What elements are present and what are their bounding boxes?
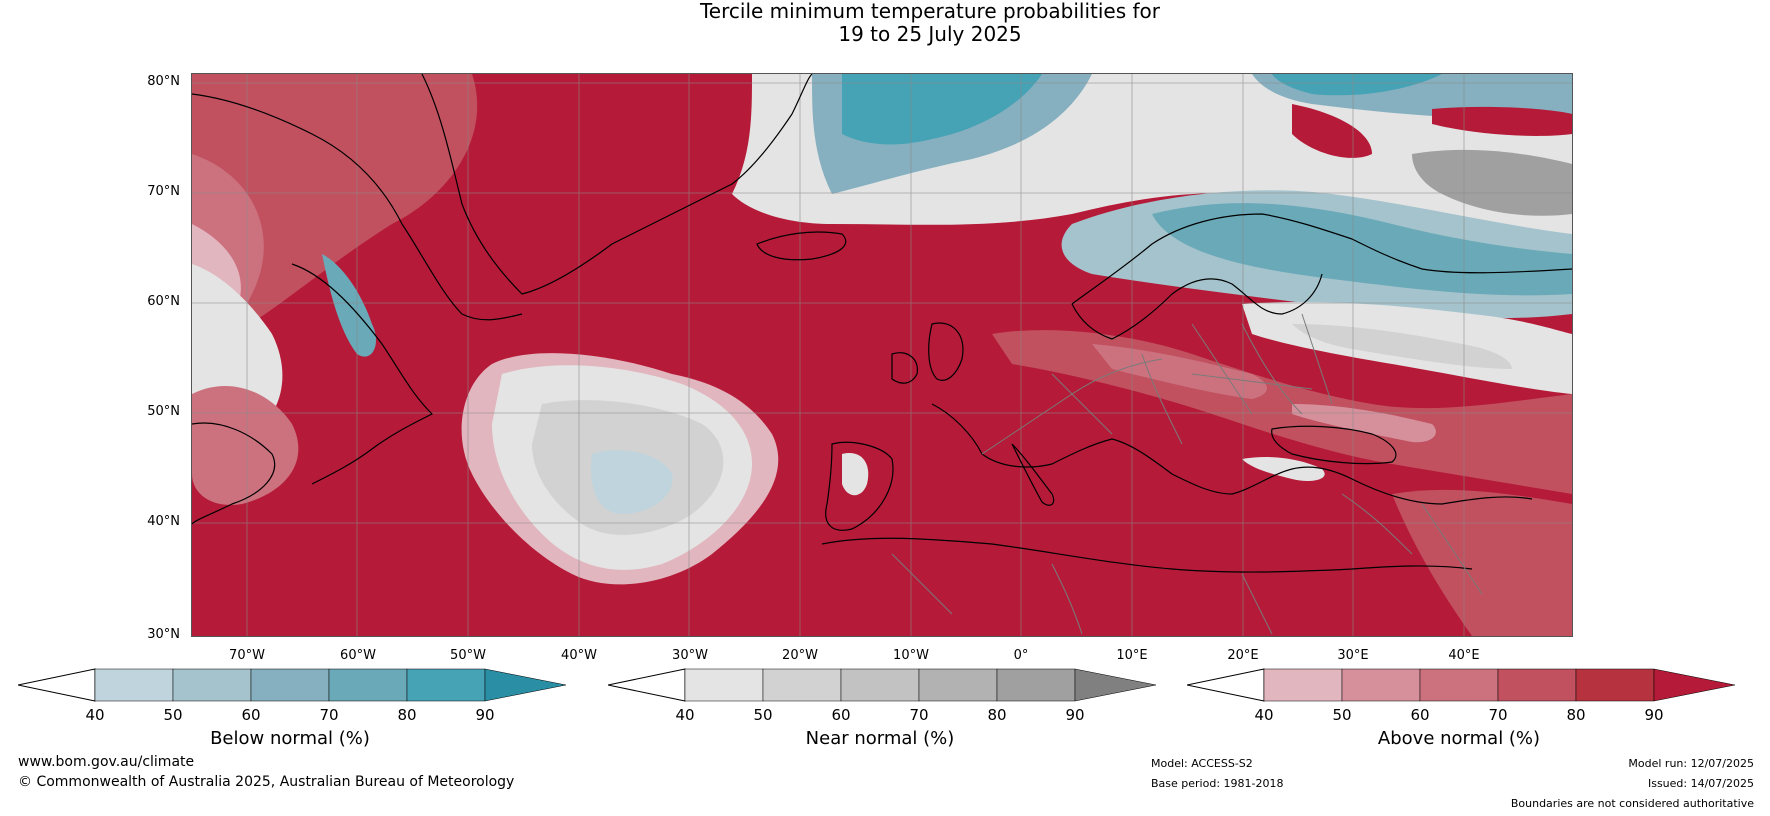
footer-model-run: Model run: 12/07/2025: [1628, 757, 1754, 770]
graticule: [192, 74, 1572, 636]
title-line-1: Tercile minimum temperature probabilitie…: [699, 0, 1161, 23]
lon-label-40w: 40°W: [561, 648, 597, 663]
footer-url: www.bom.gov.au/climate: [18, 754, 195, 770]
map-title: Tercile minimum temperature probabilitie…: [0, 0, 1770, 46]
lon-label-50w: 50°W: [450, 648, 486, 663]
colorbar-above-normal: 40 50 60 70 80 90 Above normal (%): [1187, 668, 1737, 768]
above-tick-50: 50: [1332, 706, 1352, 724]
probability-map: [191, 73, 1573, 637]
below-tick-50: 50: [163, 706, 183, 724]
near-normal-title: Near normal (%): [805, 728, 955, 749]
above-tick-80: 80: [1566, 706, 1586, 724]
lat-label-40n: 40°N: [147, 514, 180, 529]
footer-model: Model: ACCESS-S2: [1151, 757, 1253, 770]
lat-label-70n: 70°N: [147, 184, 180, 199]
lon-label-0: 0°: [1013, 648, 1029, 663]
above-tick-90: 90: [1644, 706, 1664, 724]
below-tick-70: 70: [319, 706, 339, 724]
below-tick-40: 40: [85, 706, 105, 724]
above-tick-40: 40: [1254, 706, 1274, 724]
near-tick-90: 90: [1065, 706, 1085, 724]
coastlines: [192, 74, 1572, 573]
lon-label-10e: 10°E: [1116, 648, 1148, 663]
colorbar-near-normal: 40 50 60 70 80 90 Near normal (%): [608, 668, 1158, 768]
colorbar-below-swatches: [18, 668, 567, 702]
colorbar-above-swatches: [1187, 668, 1736, 702]
above-tick-60: 60: [1410, 706, 1430, 724]
near-tick-80: 80: [987, 706, 1007, 724]
near-tick-50: 50: [753, 706, 773, 724]
lon-label-30e: 30°E: [1337, 648, 1369, 663]
below-tick-90: 90: [475, 706, 495, 724]
footer-base-period: Base period: 1981-2018: [1151, 777, 1284, 790]
near-tick-60: 60: [831, 706, 851, 724]
lon-label-10w: 10°W: [893, 648, 929, 663]
map-canvas: [192, 74, 1572, 636]
title-line-2: 19 to 25 July 2025: [838, 22, 1022, 46]
below-tick-80: 80: [397, 706, 417, 724]
footer-copyright: © Commonwealth of Australia 2025, Austra…: [18, 774, 515, 790]
lat-label-50n: 50°N: [147, 404, 180, 419]
footer-disclaimer: Boundaries are not considered authoritat…: [1510, 797, 1754, 810]
lat-label-60n: 60°N: [147, 294, 180, 309]
colorbar-below-normal: 40 50 60 70 80 90 Below normal (%): [18, 668, 568, 768]
near-tick-40: 40: [675, 706, 695, 724]
lon-label-60w: 60°W: [340, 648, 376, 663]
below-tick-60: 60: [241, 706, 261, 724]
near-tick-70: 70: [909, 706, 929, 724]
lon-label-70w: 70°W: [229, 648, 265, 663]
colorbar-near-swatches: [608, 668, 1157, 702]
lat-label-30n: 30°N: [147, 627, 180, 642]
lon-label-30w: 30°W: [672, 648, 708, 663]
lon-label-20w: 20°W: [782, 648, 818, 663]
footer-issued: Issued: 14/07/2025: [1647, 777, 1754, 790]
lon-label-40e: 40°E: [1448, 648, 1480, 663]
country-borders: [891, 313, 1483, 635]
above-tick-70: 70: [1488, 706, 1508, 724]
lon-label-20e: 20°E: [1227, 648, 1259, 663]
above-normal-title: Above normal (%): [1377, 728, 1541, 749]
below-normal-title: Below normal (%): [210, 728, 370, 749]
lat-label-80n: 80°N: [147, 74, 180, 89]
